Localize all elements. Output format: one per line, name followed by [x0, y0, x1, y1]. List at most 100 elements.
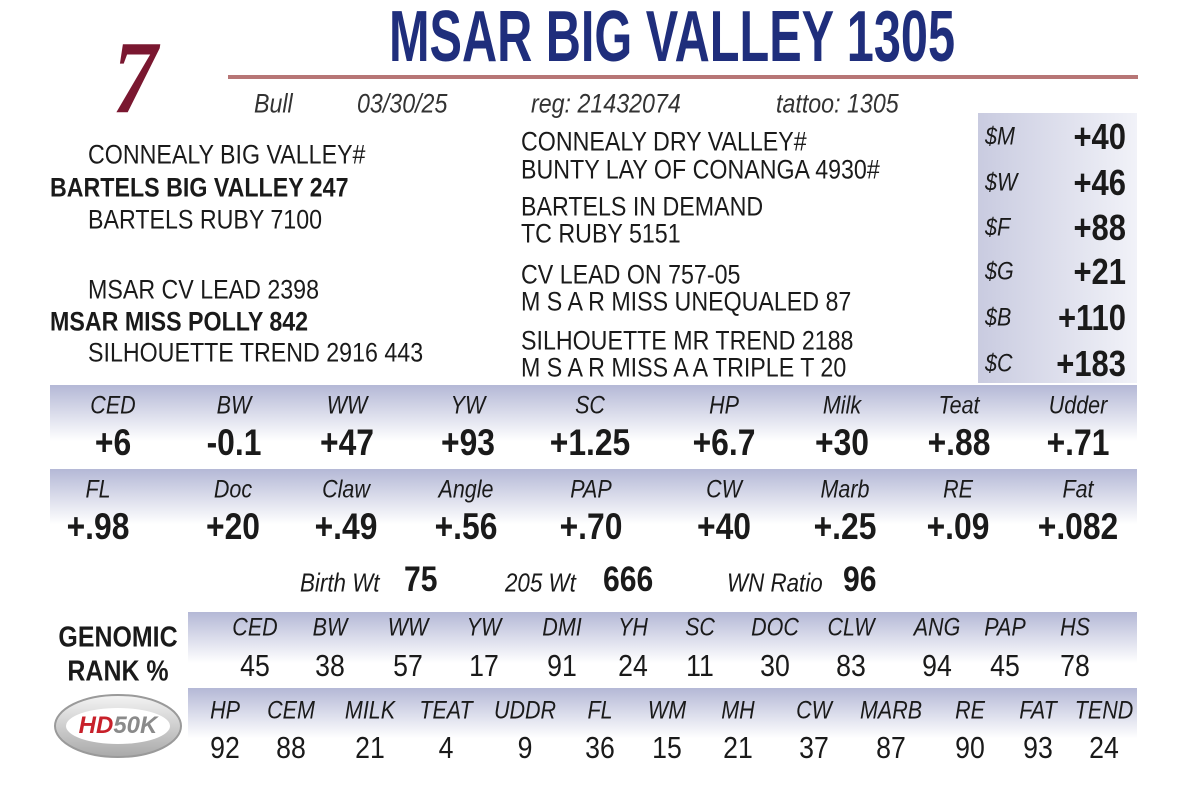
pedigree-name: BARTELS IN DEMAND — [521, 191, 764, 222]
genomic-value: 78 — [1060, 648, 1090, 683]
epd-label: Udder — [1048, 391, 1108, 420]
epd-label: Teat — [938, 391, 980, 420]
genomic-label: WW — [387, 613, 429, 642]
epd-value: +.71 — [1046, 422, 1110, 463]
weight-label: Birth Wt — [300, 567, 380, 598]
title-svg: MSAR BIG VALLEY 1305 — [389, 0, 955, 77]
epd-label: Angle — [438, 475, 494, 504]
epd-band — [50, 385, 1137, 465]
index-value: +46 — [1073, 162, 1126, 203]
pedigree-name: M S A R MISS A A TRIPLE T 20 — [521, 352, 847, 383]
genomic-band — [188, 612, 1137, 685]
epd-band — [50, 469, 1137, 548]
epd-value: +.70 — [559, 506, 623, 547]
epd-value: +30 — [815, 422, 869, 463]
epd-label: Milk — [822, 391, 862, 420]
logo-50k: 50K — [113, 712, 159, 739]
genomic-label: TEND — [1074, 696, 1134, 725]
pedigree-name: MSAR CV LEAD 2398 — [88, 274, 320, 305]
epd-label: SC — [575, 391, 605, 420]
genomic-label: BW — [312, 613, 348, 642]
logo-text: HD50K — [79, 712, 159, 739]
epd-label: BW — [216, 391, 252, 420]
genomic-label: FL — [587, 696, 613, 725]
genomic-value: 15 — [652, 730, 682, 765]
genomic-label: RE — [955, 696, 985, 725]
epd-label: Claw — [322, 475, 370, 504]
epd-label: PAP — [570, 475, 612, 504]
genomic-value: 83 — [836, 648, 866, 683]
index-label: $M — [985, 122, 1015, 151]
genomic-label: FAT — [1019, 696, 1057, 725]
epd-value: +20 — [206, 506, 260, 547]
epd-label: Fat — [1062, 475, 1094, 504]
genomic-label: MILK — [344, 696, 396, 725]
index-label: $G — [985, 257, 1014, 286]
epd-value: +40 — [697, 506, 751, 547]
genomic-label: SC — [685, 613, 715, 642]
pedigree-name: SILHOUETTE TREND 2916 443 — [88, 337, 424, 368]
genomic-title: GENOMIC — [58, 621, 178, 654]
genomic-value: 38 — [315, 648, 345, 683]
index-value: +40 — [1073, 116, 1126, 157]
genomic-label: WM — [647, 696, 687, 725]
logo-hd: HD — [79, 712, 114, 739]
epd-value: +93 — [441, 422, 495, 463]
animal-info: tattoo: 1305 — [776, 88, 899, 119]
weight-label: WN Ratio — [727, 567, 823, 598]
epd-label: CED — [90, 391, 136, 420]
genomic-label: HP — [210, 696, 240, 725]
title-rule — [228, 75, 1138, 79]
index-value: +183 — [1056, 343, 1126, 384]
pedigree-name: SILHOUETTE MR TREND 2188 — [521, 325, 854, 356]
pedigree-name: CONNEALY DRY VALLEY# — [521, 126, 807, 157]
epd-value: +.88 — [927, 422, 991, 463]
epd-value: +.09 — [926, 506, 990, 547]
index-panel — [978, 113, 1137, 383]
genomic-label: TEAT — [419, 696, 473, 725]
epd-label: Doc — [213, 475, 253, 504]
pedigree-name: BUNTY LAY OF CONANGA 4930# — [521, 154, 880, 185]
genomic-value: 17 — [469, 648, 499, 683]
epd-value: +6 — [94, 422, 132, 463]
animal-info: Bull — [254, 88, 293, 119]
epd-value: +.98 — [66, 506, 130, 547]
genomic-label: HS — [1060, 613, 1090, 642]
genomic-label: CLW — [827, 613, 875, 642]
genomic-value: 91 — [547, 648, 577, 683]
epd-label: WW — [326, 391, 368, 420]
genomic-value: 88 — [276, 730, 306, 765]
index-value: +88 — [1073, 207, 1126, 248]
genomic-band — [188, 688, 1137, 760]
logo: HD50K — [54, 694, 182, 758]
weight-value: 96 — [843, 560, 877, 599]
index-label: $F — [985, 213, 1011, 242]
sire-dam: MSAR MISS POLLY 842 — [50, 306, 309, 337]
genomic-label: DOC — [751, 613, 799, 642]
genomic-value: 4 — [438, 730, 454, 765]
weight-value: 75 — [404, 560, 438, 599]
genomic-value: 37 — [799, 730, 829, 765]
genomic-label: UDDR — [493, 696, 557, 725]
genomic-label: MH — [721, 696, 755, 725]
genomic-label: CED — [232, 613, 278, 642]
genomic-label: YH — [618, 613, 648, 642]
index-value: +110 — [1057, 297, 1126, 338]
genomic-label: CEM — [267, 696, 315, 725]
index-label: $C — [985, 349, 1013, 378]
genomic-value: 24 — [1089, 730, 1119, 765]
genomic-value: 11 — [686, 648, 714, 683]
genomic-value: 93 — [1023, 730, 1053, 765]
genomic-value: 9 — [517, 730, 533, 765]
genomic-label: DMI — [542, 613, 582, 642]
epd-label: FL — [85, 475, 111, 504]
genomic-value: 21 — [355, 730, 385, 765]
genomic-value: 90 — [955, 730, 985, 765]
epd-value: +1.25 — [549, 422, 631, 463]
genomic-value: 21 — [723, 730, 753, 765]
pedigree-name: M S A R MISS UNEQUALED 87 — [521, 286, 852, 317]
genomic-label: ANG — [913, 613, 961, 642]
animal-info: reg: 21432074 — [531, 88, 681, 119]
genomic-value: 24 — [618, 648, 648, 683]
